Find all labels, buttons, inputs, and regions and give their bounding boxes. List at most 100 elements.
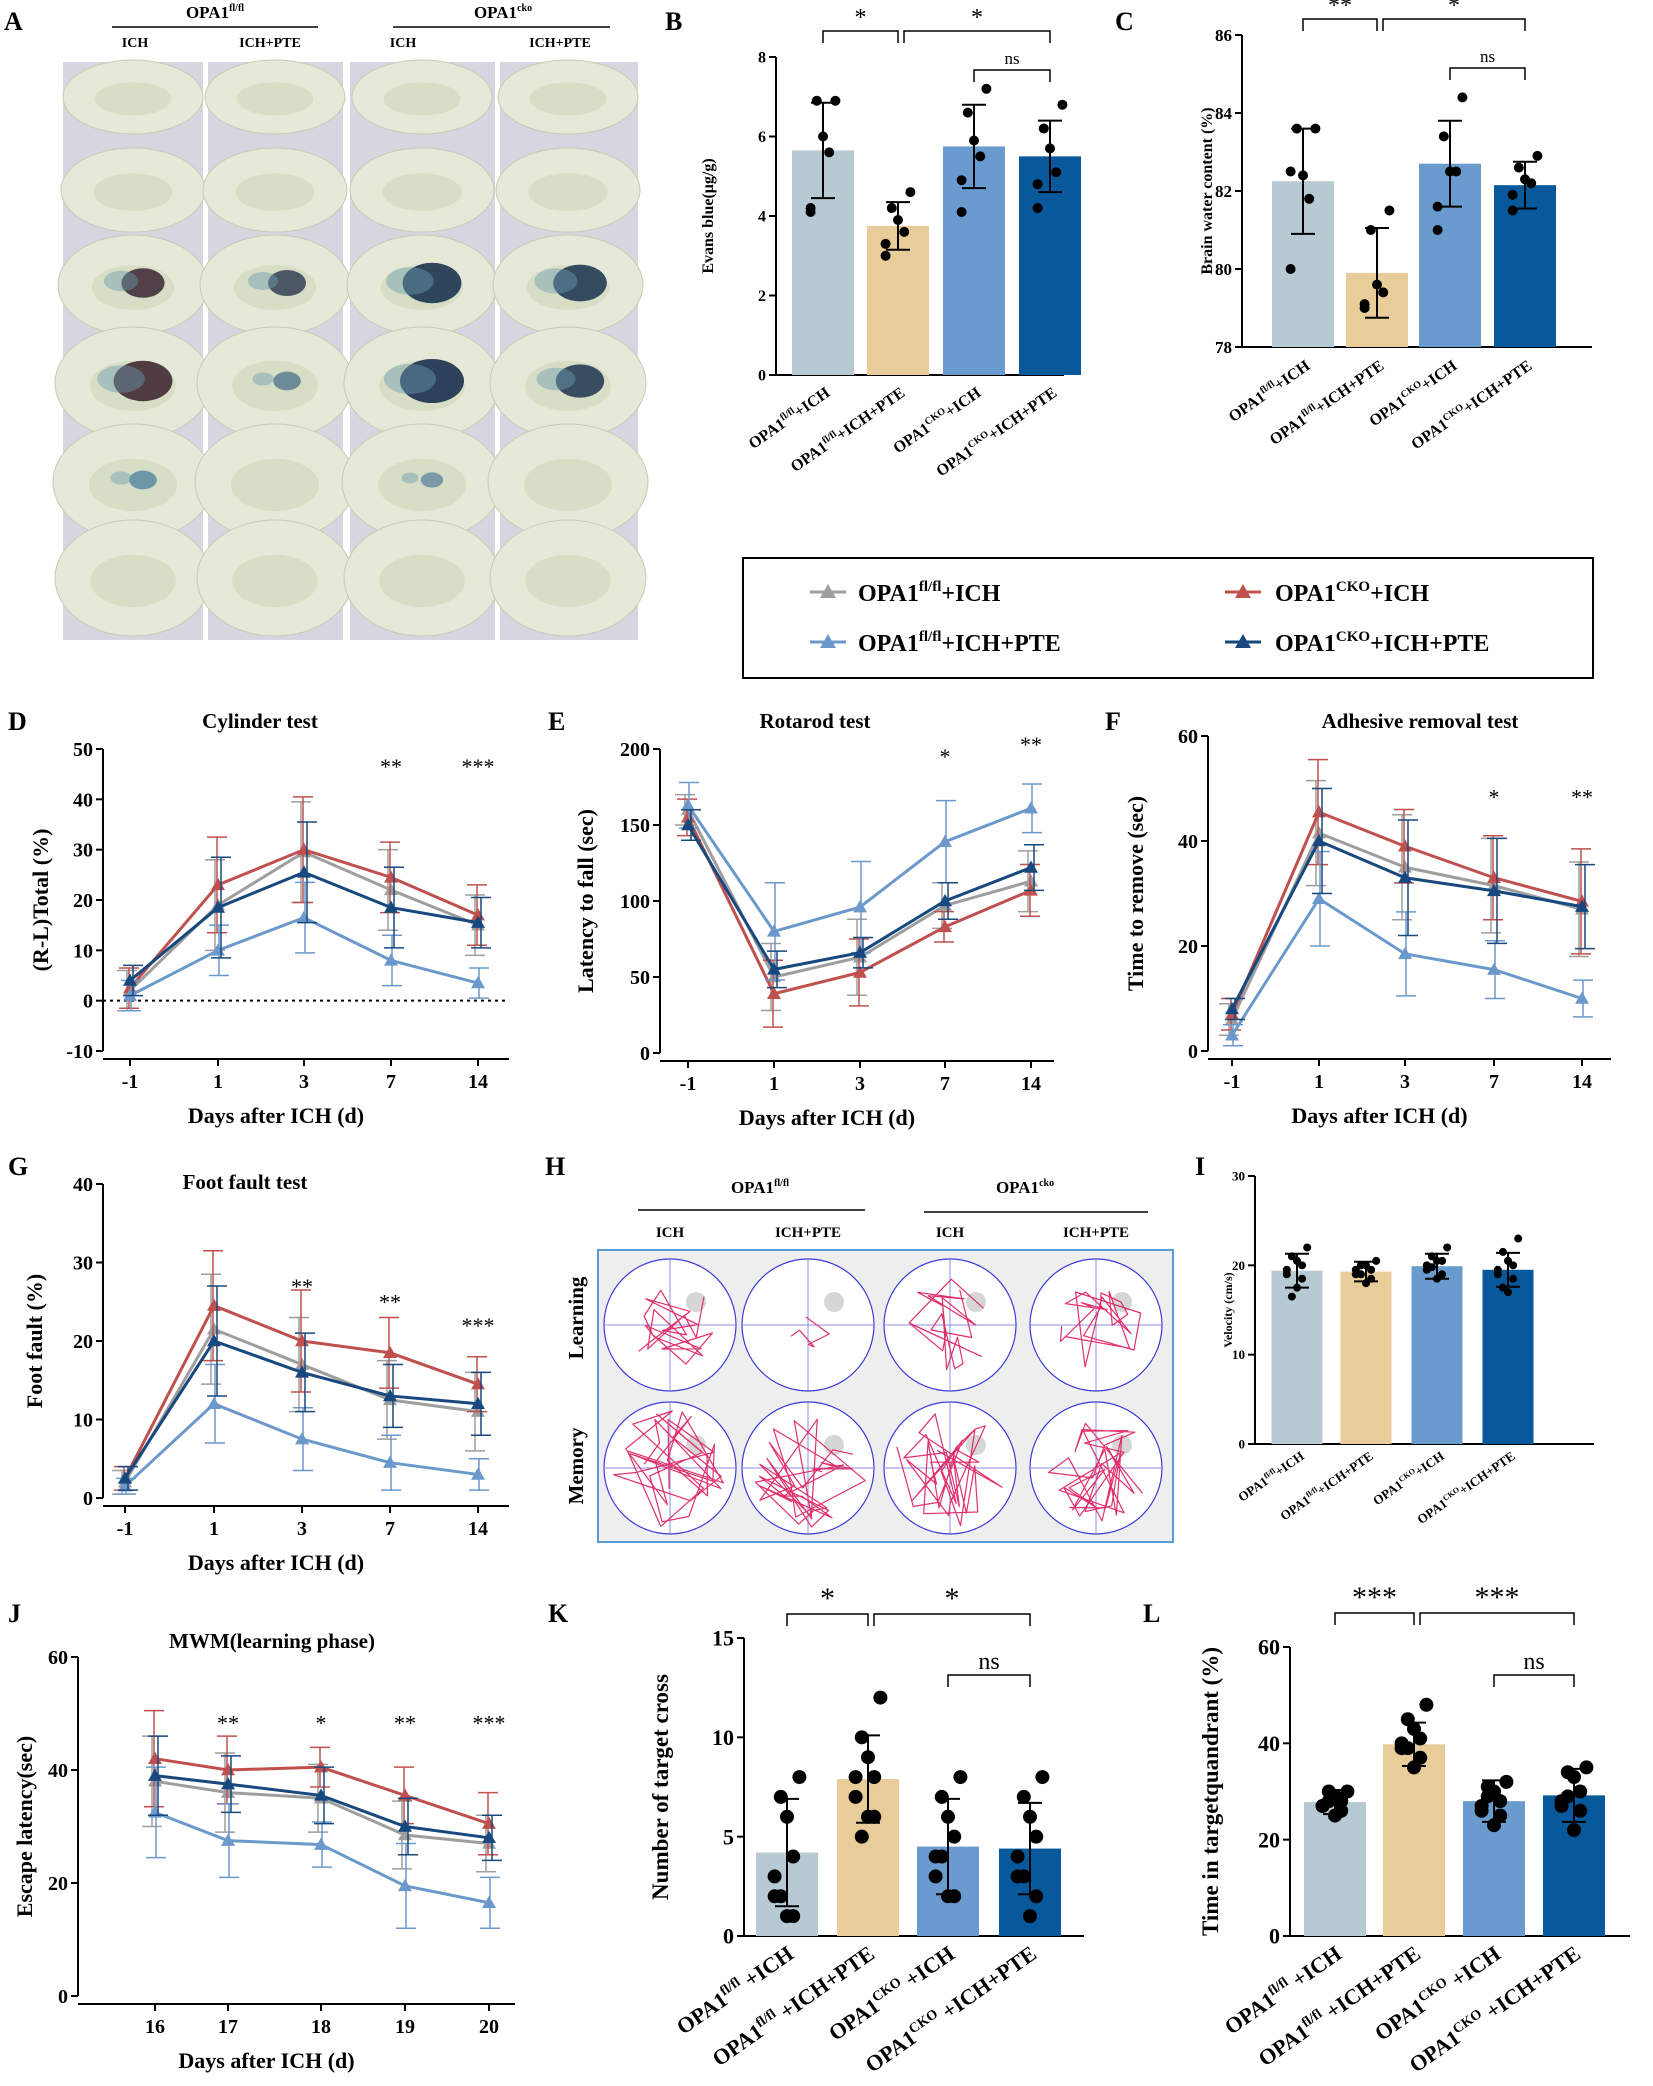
significance-label: ** — [1328, 0, 1352, 19]
panel-a-col-label: ICH+PTE — [239, 36, 301, 51]
data-point — [1407, 1760, 1421, 1775]
data-point — [981, 83, 992, 94]
brain-section-inner — [383, 82, 461, 116]
data-point-marker — [221, 1777, 235, 1790]
hematoma-stain — [121, 268, 165, 298]
x-tick-label: 3 — [1400, 1071, 1410, 1093]
data-point-marker — [295, 1365, 309, 1378]
y-tick-label: 2 — [758, 288, 766, 305]
series-2 — [116, 1363, 489, 1495]
data-point-marker — [1575, 899, 1589, 912]
data-point-marker — [384, 953, 398, 966]
data-point-marker — [123, 973, 137, 986]
data-point-marker — [295, 1432, 309, 1445]
legend-rest: +ICH — [1370, 581, 1429, 607]
data-point — [1493, 1270, 1502, 1279]
chart-k: 0 5 10 15 Number of target cross OPA1fl/fl +I… — [648, 1582, 1084, 2077]
y-tick-label: 100 — [620, 891, 650, 913]
significance-label: * — [820, 1582, 835, 1615]
data-point — [1367, 1265, 1376, 1274]
x-tick-label: 7 — [385, 1518, 395, 1540]
category-rest: +ICH — [1412, 1448, 1447, 1479]
y-tick-label: 30 — [73, 840, 93, 862]
panel-h-col-label: ICH — [656, 1225, 685, 1241]
data-point — [934, 1789, 949, 1804]
y-tick-label: 0 — [1269, 1924, 1280, 1949]
category-rest: +ICH — [1442, 1941, 1505, 1996]
x-tick-label: 14 — [468, 1071, 488, 1093]
significance-bracket — [1419, 1612, 1575, 1625]
swim-path — [896, 1413, 1003, 1527]
panel-a-group-fl-label: OPA1fl/fl — [186, 3, 244, 22]
data-point-marker — [1398, 870, 1412, 883]
y-tick-label: 6 — [758, 129, 766, 146]
data-point — [1567, 1823, 1581, 1838]
data-point — [1480, 1789, 1495, 1804]
swim-path — [908, 1278, 984, 1371]
data-point-marker — [681, 818, 695, 831]
x-tick-label: 18 — [311, 2016, 331, 2038]
data-point-marker — [1312, 805, 1326, 818]
x-tick-label: 1 — [213, 1071, 223, 1093]
data-point-marker — [1235, 584, 1251, 598]
panel-letter-b: B — [665, 7, 682, 36]
hematoma-stain — [129, 470, 157, 490]
y-tick-label: 50 — [630, 967, 650, 989]
y-axis-label: Escape latency(sec) — [12, 1736, 37, 1917]
data-point-marker — [207, 1298, 221, 1311]
data-point — [1359, 303, 1370, 313]
significance-label: * — [1489, 784, 1500, 809]
data-point — [1293, 1283, 1301, 1292]
y-tick-label: 40 — [1178, 831, 1198, 853]
panel-letter-h: H — [545, 1152, 565, 1181]
data-point — [1023, 1809, 1037, 1824]
data-point — [1457, 92, 1468, 103]
data-point — [1413, 1731, 1428, 1746]
y-tick-label: 20 — [1178, 936, 1198, 958]
brain-section-inner — [525, 554, 611, 608]
data-point — [962, 107, 973, 118]
data-point — [1010, 1849, 1025, 1864]
significance-label: *** — [462, 1313, 495, 1338]
y-tick-label: 20 — [48, 1873, 68, 1895]
series-0 — [112, 1273, 485, 1495]
data-point — [1023, 1909, 1037, 1924]
evans-blue-stain — [248, 272, 278, 290]
y-tick-label: 0 — [83, 991, 93, 1013]
x-category-label: OPA1CKO+ICH+PTE — [1408, 356, 1536, 453]
data-point — [1304, 193, 1315, 204]
data-point — [1400, 1741, 1415, 1756]
y-tick-label: 40 — [73, 1174, 93, 1196]
data-point-marker — [398, 1819, 412, 1832]
x-tick-label: -1 — [1224, 1071, 1241, 1093]
data-point — [1038, 123, 1049, 134]
data-point — [1016, 1789, 1031, 1804]
data-point — [1328, 1808, 1342, 1823]
category-rest: +ICH — [791, 384, 833, 421]
y-axis-label: Time in targetquandrant (%) — [1198, 1647, 1223, 1936]
swim-path — [754, 1418, 866, 1528]
chart-title: Rotarod test — [759, 709, 870, 733]
x-tick-label: 14 — [468, 1518, 488, 1540]
series-line — [123, 1402, 479, 1488]
series-3 — [123, 821, 491, 997]
data-point — [1419, 1697, 1434, 1712]
significance-label: ns — [1004, 49, 1019, 68]
data-point — [1487, 1818, 1501, 1833]
data-point — [1573, 1784, 1588, 1799]
significance-bracket — [786, 1613, 869, 1626]
data-point-marker — [938, 894, 952, 907]
y-axis-label: Evans blue(μg/g) — [700, 158, 717, 273]
panel-letter-j: J — [8, 1599, 21, 1628]
data-point — [941, 1889, 955, 1904]
data-point — [1035, 1770, 1050, 1785]
y-tick-label: 60 — [48, 1647, 68, 1669]
significance-label: *** — [462, 754, 495, 779]
data-point — [1321, 1794, 1336, 1809]
legend-sup: fl/fl — [919, 629, 942, 645]
chart-title: Cylinder test — [202, 709, 318, 733]
panel-letter-d: D — [8, 707, 27, 736]
panel-a-col-label: ICH — [390, 36, 417, 51]
brain-section-inner — [232, 360, 318, 411]
data-point-marker — [1225, 1028, 1239, 1041]
